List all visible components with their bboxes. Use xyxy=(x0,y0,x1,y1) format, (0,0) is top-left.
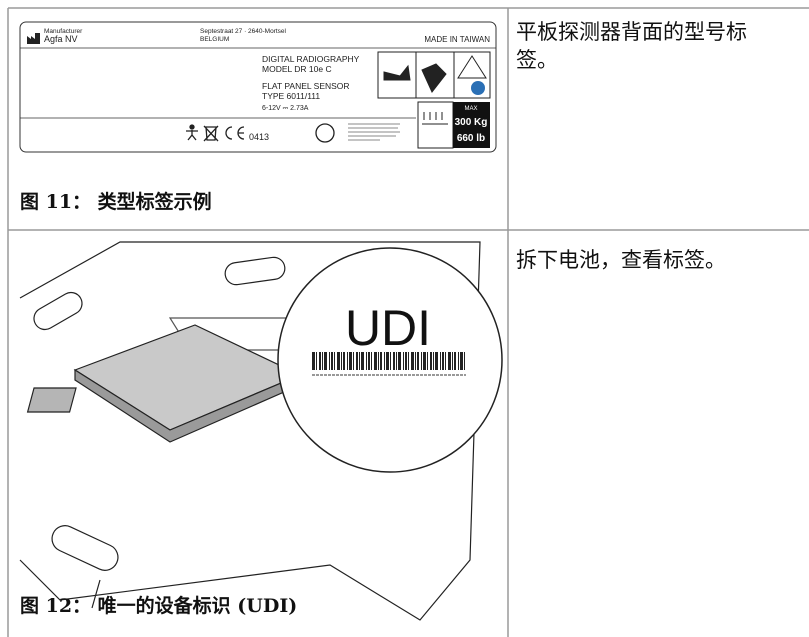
barcode-stripe xyxy=(378,352,379,370)
barcode-stripe xyxy=(380,352,382,370)
load-heading: MAX xyxy=(464,106,477,112)
sensor: FLAT PANEL SENSOR xyxy=(262,81,350,91)
barcode-stripe xyxy=(312,352,315,370)
fine-print xyxy=(348,123,400,141)
barcode-stripe xyxy=(366,352,367,370)
barcode-stripe xyxy=(427,352,428,370)
barcode-stripe xyxy=(368,352,370,370)
barcode-stripe xyxy=(417,352,419,370)
barcode-stripe xyxy=(359,352,360,370)
barcode-stripe xyxy=(415,352,416,370)
barcode-stripe xyxy=(464,352,465,370)
barcode-stripe xyxy=(452,352,453,370)
country: BELGIUM xyxy=(200,36,229,43)
barcode-stripe xyxy=(405,352,407,370)
barcode-stripe xyxy=(324,352,327,370)
barcode-stripe xyxy=(334,352,335,370)
barcode-stripe xyxy=(337,352,340,370)
load-lb: 660 lb xyxy=(457,133,485,144)
barcode-stripe xyxy=(440,352,441,370)
barcode-stripe xyxy=(454,352,456,370)
cell-text: 拆下电池，查看标签。 xyxy=(516,248,726,272)
symbols xyxy=(186,123,335,143)
barcode xyxy=(312,352,466,376)
barcode-stripe xyxy=(343,352,345,370)
load-kg: 300 Kg xyxy=(455,117,488,128)
barcode-stripe xyxy=(403,352,404,370)
barcode-stripe xyxy=(322,352,323,370)
barcode-stripe xyxy=(386,352,389,370)
barcode-stripe xyxy=(408,352,409,370)
table-grid xyxy=(7,7,809,637)
udi-callout: UDI xyxy=(345,300,431,356)
barcode-stripe xyxy=(435,352,438,370)
barcode-stripe xyxy=(458,352,459,370)
barcode-stripe xyxy=(347,352,348,370)
barcode-stripe xyxy=(341,352,342,370)
barcode-stripe xyxy=(384,352,385,370)
barcode-stripe xyxy=(356,352,358,370)
barcode-stripe xyxy=(442,352,444,370)
barcode-stripe xyxy=(411,352,414,370)
barcode-stripe xyxy=(423,352,426,370)
address: Septestraat 27 · 2640-Mortsel xyxy=(200,28,287,35)
barcode-stripe xyxy=(371,352,372,370)
power: 6-12V ⎓ 2.73A xyxy=(262,105,309,112)
notified-body: 0413 xyxy=(249,132,269,142)
barcode-stripe xyxy=(460,352,463,370)
barcode-stripe xyxy=(319,352,321,370)
cell-text: 平板探测器背面的型号标签。 xyxy=(516,20,747,72)
barcode-stripe xyxy=(353,352,354,370)
type-label: Manufacturer Agfa NV Septestraat 27 · 26… xyxy=(19,21,497,153)
manufacturer: Agfa NV xyxy=(44,34,78,44)
figure-caption: 图 11： 类型标签示例 xyxy=(20,190,212,213)
model: MODEL DR 10e C xyxy=(262,64,332,74)
barcode-stripe xyxy=(393,352,395,370)
figure-caption: 图 12： 唯一的设备标识 (UDI) xyxy=(20,594,297,617)
manufacturer-heading: Manufacturer xyxy=(44,28,83,35)
barcode-stripe xyxy=(349,352,352,370)
barcode-stripe xyxy=(374,352,377,370)
barcode-stripe xyxy=(433,352,434,370)
pictograms xyxy=(377,51,491,99)
product: DIGITAL RADIOGRAPHY xyxy=(262,54,360,64)
barcode-stripe xyxy=(396,352,397,370)
barcode-stripe xyxy=(390,352,391,370)
barcode-stripe xyxy=(445,352,446,370)
barcode-stripe xyxy=(430,352,432,370)
origin: MADE IN TAIWAN xyxy=(424,35,490,44)
barcode-stripe xyxy=(331,352,333,370)
detector-illustration xyxy=(19,241,503,621)
load-rating: MAX 300 Kg 660 lb xyxy=(417,101,490,149)
barcode-stripe xyxy=(421,352,422,370)
type: TYPE 6011/111 xyxy=(262,91,320,101)
barcode-stripe xyxy=(329,352,330,370)
barcode-stripe xyxy=(448,352,451,370)
barcode-stripe xyxy=(316,352,317,370)
barcode-stripe xyxy=(398,352,401,370)
barcode-stripe xyxy=(361,352,364,370)
